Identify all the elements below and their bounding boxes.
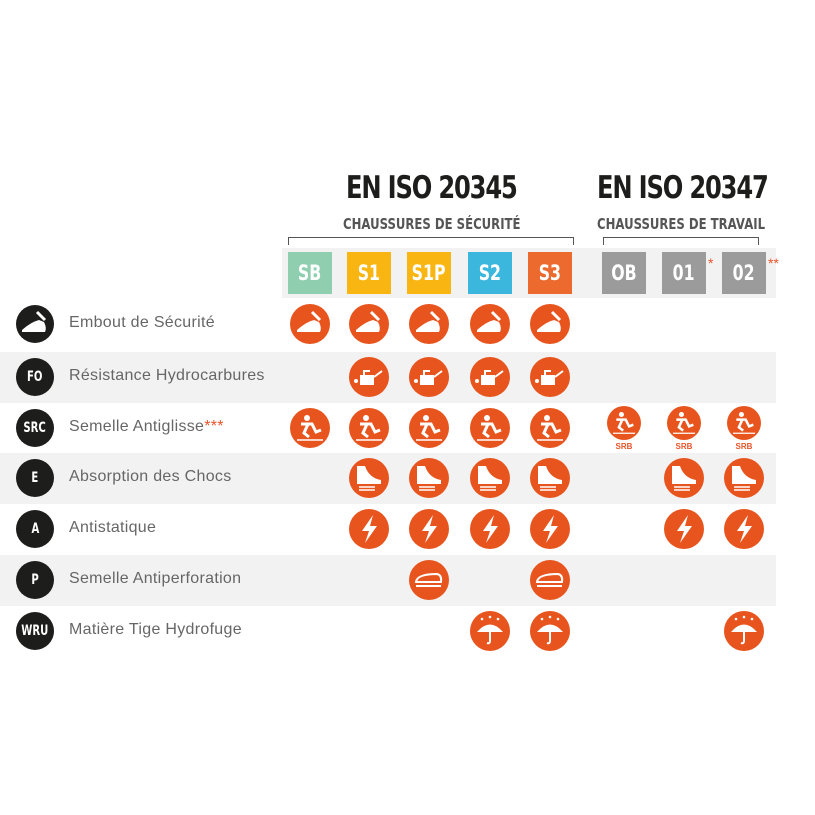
footnote-marker: ** xyxy=(768,255,779,271)
feature-name: Résistance Hydrocarbures xyxy=(69,367,265,384)
category-label: S2 xyxy=(478,261,502,285)
feature-code: E xyxy=(31,470,39,486)
standard-title-20347: EN ISO 20347 xyxy=(597,170,769,206)
umbrella-icon xyxy=(724,611,764,651)
standard-subtitle-20347: CHAUSSURES DE TRAVAIL xyxy=(597,215,766,233)
heel-shock-icon xyxy=(409,458,449,498)
feature-code-badge: SRC xyxy=(16,409,54,447)
feature-label: Semelle Antiglisse*** xyxy=(69,418,224,436)
toe-cap-icon xyxy=(22,310,47,332)
feature-name: Absorption des Chocs xyxy=(69,468,232,485)
feature-name: Embout de Sécurité xyxy=(69,314,215,331)
bracket-20345 xyxy=(288,237,574,245)
category-label: S1 xyxy=(357,261,381,285)
toe-cap-icon xyxy=(349,304,389,344)
srb-label: SRB xyxy=(615,442,633,451)
feature-code-badge: WRU xyxy=(16,612,54,650)
slip-icon xyxy=(607,406,641,440)
feature-code-badge: FO xyxy=(16,358,54,396)
slip-icon xyxy=(290,408,330,448)
slip-icon xyxy=(727,406,761,440)
feature-name: Semelle Antiglisse xyxy=(69,418,205,435)
feature-label: Matière Tige Hydrofuge xyxy=(69,621,242,639)
feature-code: A xyxy=(31,521,39,537)
feature-name: Antistatique xyxy=(69,519,157,536)
feature-label: Résistance Hydrocarbures xyxy=(69,367,265,385)
feature-code: SRC xyxy=(23,420,47,436)
category-label: S1P xyxy=(412,261,446,285)
oil-can-icon xyxy=(409,357,449,397)
lightning-icon xyxy=(349,509,389,549)
category-badge-s1p: S1P xyxy=(407,252,451,294)
feature-code-badge xyxy=(16,305,54,343)
heel-shock-icon xyxy=(664,458,704,498)
category-badge-s1: S1 xyxy=(347,252,391,294)
toe-cap-icon xyxy=(409,304,449,344)
feature-code-badge: E xyxy=(16,459,54,497)
feature-label: Antistatique xyxy=(69,519,156,537)
feature-code-badge: A xyxy=(16,510,54,548)
slip-icon xyxy=(530,408,570,448)
sole-plate-icon xyxy=(530,560,570,600)
category-label: 02 xyxy=(733,261,755,285)
srb-label: SRB xyxy=(675,442,693,451)
feature-code-badge: P xyxy=(16,561,54,599)
toe-cap-icon xyxy=(290,304,330,344)
lightning-icon xyxy=(409,509,449,549)
category-label: S3 xyxy=(538,261,562,285)
feature-code: WRU xyxy=(21,623,49,639)
toe-cap-icon xyxy=(470,304,510,344)
feature-code: FO xyxy=(27,369,43,385)
feature-code: P xyxy=(31,572,39,588)
heel-shock-icon xyxy=(470,458,510,498)
heel-shock-icon xyxy=(349,458,389,498)
feature-label: Semelle Antiperforation xyxy=(69,570,241,588)
lightning-icon xyxy=(664,509,704,549)
bracket-20347 xyxy=(603,237,759,245)
toe-cap-icon xyxy=(530,304,570,344)
umbrella-icon xyxy=(530,611,570,651)
category-label: OB xyxy=(611,261,637,285)
oil-can-icon xyxy=(530,357,570,397)
lightning-icon xyxy=(470,509,510,549)
heel-shock-icon xyxy=(530,458,570,498)
umbrella-icon xyxy=(470,611,510,651)
slip-icon xyxy=(470,408,510,448)
slip-icon xyxy=(667,406,701,440)
category-badge-02: 02 xyxy=(722,252,766,294)
slip-icon xyxy=(349,408,389,448)
feature-name: Matière Tige Hydrofuge xyxy=(69,621,242,638)
feature-label: Absorption des Chocs xyxy=(69,468,232,486)
footnote-marker: * xyxy=(708,255,714,271)
sole-plate-icon xyxy=(409,560,449,600)
category-badge-ob: OB xyxy=(602,252,646,294)
srb-label: SRB xyxy=(735,442,753,451)
feature-name: Semelle Antiperforation xyxy=(69,570,242,587)
category-label: SB xyxy=(298,261,322,285)
lightning-icon xyxy=(724,509,764,549)
oil-can-icon xyxy=(470,357,510,397)
standard-subtitle-20345: CHAUSSURES DE SÉCURITÉ xyxy=(343,215,521,233)
oil-can-icon xyxy=(349,357,389,397)
category-badge-sb: SB xyxy=(288,252,332,294)
feature-label: Embout de Sécurité xyxy=(69,314,215,332)
heel-shock-icon xyxy=(724,458,764,498)
slip-icon xyxy=(409,408,449,448)
standard-title-20345: EN ISO 20345 xyxy=(346,170,518,206)
feature-row xyxy=(0,555,776,606)
category-label: 01 xyxy=(673,261,695,285)
category-badge-01: 01 xyxy=(662,252,706,294)
footnote-marker: *** xyxy=(204,418,224,435)
lightning-icon xyxy=(530,509,570,549)
category-badge-s2: S2 xyxy=(468,252,512,294)
category-badge-s3: S3 xyxy=(528,252,572,294)
